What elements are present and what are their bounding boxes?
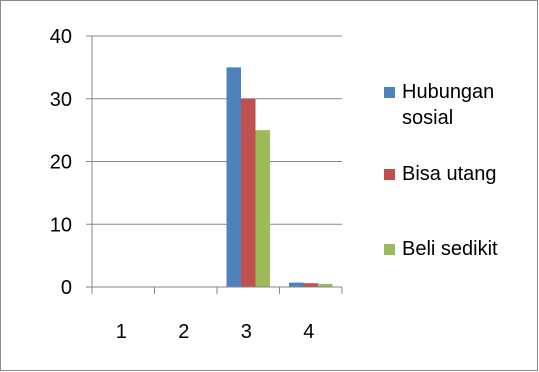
legend-swatch-hubungan-sosial: [384, 87, 395, 98]
x-tick-label-2: 2: [178, 321, 189, 343]
legend-item-hubungan-sosial: Hubungan sosial: [384, 79, 527, 131]
legend-swatch-bisa-utang: [384, 169, 395, 180]
bar-hubungan-sosial-4: [289, 282, 304, 287]
y-tick-label-20: 20: [50, 152, 72, 174]
bar-beli-sedikit-4: [318, 283, 333, 287]
legend-label-bisa-utang: Bisa utang: [402, 163, 497, 185]
y-tick-label-10: 10: [50, 214, 72, 236]
bar-beli-sedikit-3: [255, 130, 270, 287]
x-tick-label-4: 4: [303, 321, 314, 343]
legend-label-hubungan-sosial: Hubungan sosial: [402, 81, 495, 129]
legend-item-bisa-utang: Bisa utang: [384, 161, 527, 187]
y-tick-label-0: 0: [61, 277, 72, 299]
x-tick-label-1: 1: [116, 321, 127, 343]
y-tick-label-40: 40: [50, 26, 72, 48]
bar-bisa-utang-3: [241, 98, 256, 287]
bar-hubungan-sosial-3: [226, 67, 241, 287]
y-tick-label-30: 30: [50, 89, 72, 111]
legend-swatch-beli-sedikit: [384, 244, 395, 255]
x-tick-label-3: 3: [241, 321, 252, 343]
legend-label-beli-sedikit: Beli sedikit: [402, 238, 498, 260]
bar-bisa-utang-4: [303, 283, 318, 287]
legend-item-beli-sedikit: Beli sedikit: [384, 236, 527, 262]
